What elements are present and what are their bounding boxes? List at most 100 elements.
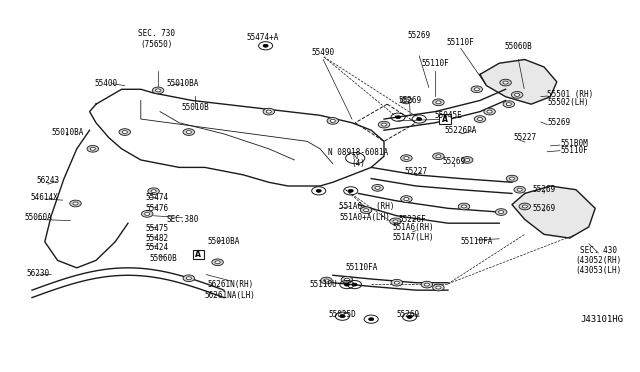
Text: SEC. 430
(43052(RH)
(43053(LH): SEC. 430 (43052(RH) (43053(LH)	[575, 246, 621, 275]
Bar	[193, 250, 204, 260]
Circle shape	[404, 198, 409, 201]
Text: 55269: 55269	[532, 204, 556, 213]
Circle shape	[324, 279, 329, 282]
Text: 55060B: 55060B	[149, 254, 177, 263]
Circle shape	[401, 97, 412, 104]
Circle shape	[436, 101, 441, 104]
Circle shape	[122, 131, 127, 134]
Circle shape	[148, 188, 159, 195]
Text: 55045E: 55045E	[434, 111, 462, 120]
Text: 55475: 55475	[145, 224, 168, 233]
Text: N 08918-6081A
(4): N 08918-6081A (4)	[328, 148, 388, 168]
Circle shape	[421, 281, 433, 288]
Circle shape	[330, 119, 335, 122]
Text: 55010BA: 55010BA	[51, 128, 83, 137]
Circle shape	[433, 99, 444, 106]
Circle shape	[515, 93, 520, 96]
Text: 55010BA: 55010BA	[208, 237, 240, 246]
Text: SEC. 730
(75650): SEC. 730 (75650)	[138, 29, 175, 49]
Text: 55474+A: 55474+A	[246, 33, 278, 42]
Text: 55476: 55476	[145, 204, 168, 213]
Circle shape	[517, 188, 522, 191]
Text: 55400: 55400	[94, 79, 117, 88]
Circle shape	[474, 88, 479, 91]
Circle shape	[458, 203, 470, 210]
Text: 55110F: 55110F	[560, 146, 588, 155]
Circle shape	[341, 276, 353, 283]
Circle shape	[372, 185, 383, 191]
Circle shape	[340, 315, 345, 318]
Polygon shape	[480, 60, 557, 104]
Circle shape	[396, 116, 401, 119]
Text: 55010BA: 55010BA	[166, 79, 198, 88]
Circle shape	[424, 283, 429, 286]
Circle shape	[461, 205, 467, 208]
Circle shape	[401, 155, 412, 161]
Circle shape	[360, 207, 372, 214]
Text: A: A	[195, 250, 202, 259]
Circle shape	[436, 155, 441, 158]
Circle shape	[119, 129, 131, 135]
Circle shape	[70, 200, 81, 207]
Circle shape	[73, 202, 78, 205]
Circle shape	[511, 92, 523, 98]
Circle shape	[316, 189, 321, 192]
Text: 55110FA: 55110FA	[346, 263, 378, 272]
Circle shape	[506, 175, 518, 182]
Circle shape	[495, 209, 507, 215]
Circle shape	[500, 79, 511, 86]
Text: 55110FA: 55110FA	[461, 237, 493, 246]
Text: A: A	[442, 115, 448, 124]
Circle shape	[404, 99, 409, 102]
Circle shape	[375, 186, 380, 189]
Circle shape	[433, 153, 444, 160]
Text: 55424: 55424	[145, 243, 168, 252]
Circle shape	[327, 118, 339, 124]
Circle shape	[344, 278, 349, 281]
Circle shape	[390, 218, 401, 225]
Circle shape	[183, 129, 195, 135]
Circle shape	[461, 157, 473, 163]
Circle shape	[477, 118, 483, 121]
Text: 55502(LH): 55502(LH)	[547, 98, 589, 107]
Circle shape	[465, 158, 470, 161]
Circle shape	[186, 131, 191, 134]
Circle shape	[401, 196, 412, 202]
Circle shape	[145, 212, 150, 215]
Circle shape	[183, 275, 195, 282]
Text: 55501 (RH): 55501 (RH)	[547, 90, 593, 99]
Text: 55482: 55482	[145, 234, 168, 243]
Circle shape	[263, 108, 275, 115]
Text: 55227: 55227	[513, 133, 536, 142]
Circle shape	[141, 211, 153, 217]
Circle shape	[474, 116, 486, 122]
Text: 55010B: 55010B	[181, 103, 209, 112]
Circle shape	[87, 145, 99, 152]
Circle shape	[90, 147, 95, 150]
Text: 55060B: 55060B	[504, 42, 532, 51]
Circle shape	[522, 205, 527, 208]
Bar	[439, 114, 451, 124]
Circle shape	[391, 279, 403, 286]
Circle shape	[487, 110, 492, 113]
Circle shape	[503, 101, 515, 108]
Circle shape	[263, 44, 268, 47]
Circle shape	[417, 118, 422, 121]
Text: 55226F: 55226F	[399, 215, 427, 224]
Circle shape	[344, 283, 349, 286]
Text: 55025D: 55025D	[328, 310, 356, 319]
Circle shape	[394, 281, 399, 284]
Text: SEC.380: SEC.380	[166, 215, 198, 224]
Circle shape	[509, 177, 515, 180]
Text: 55110F: 55110F	[421, 59, 449, 68]
Circle shape	[215, 261, 220, 264]
Circle shape	[436, 286, 441, 289]
Text: 55110U: 55110U	[309, 280, 337, 289]
Text: J43101HG: J43101HG	[580, 315, 623, 324]
Text: N: N	[353, 154, 358, 160]
Circle shape	[519, 203, 531, 210]
Text: 55269: 55269	[532, 185, 556, 194]
Circle shape	[393, 220, 398, 223]
Circle shape	[152, 87, 164, 94]
Circle shape	[151, 190, 156, 193]
